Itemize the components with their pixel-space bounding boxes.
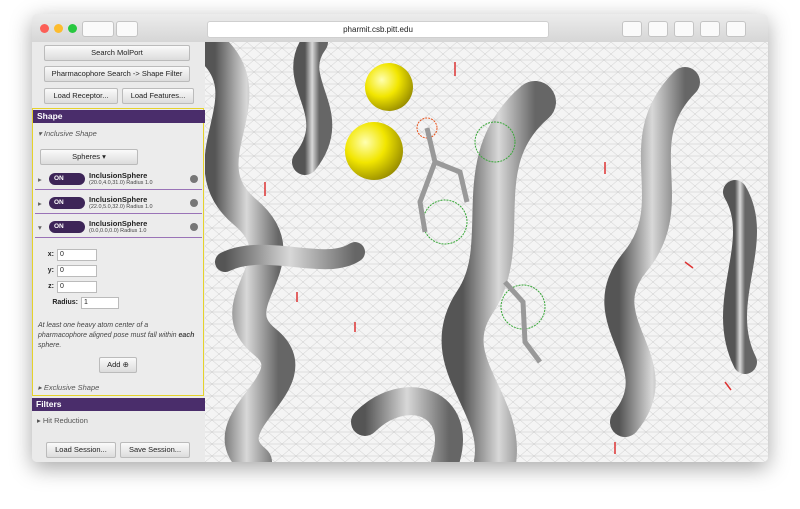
tabs[interactable] bbox=[700, 21, 720, 37]
remove[interactable] bbox=[190, 223, 198, 231]
sphere-name: InclusionSphere bbox=[89, 195, 148, 204]
filter-button[interactable]: Pharmacophore Search -> Shape Filter bbox=[44, 66, 190, 82]
ligand bbox=[503, 280, 542, 364]
search-button[interactable]: Search MolPort bbox=[44, 45, 190, 61]
expander[interactable]: ▸ bbox=[38, 199, 42, 208]
remove[interactable] bbox=[190, 199, 198, 207]
note-text: At least one heavy atom center of a phar… bbox=[38, 322, 177, 339]
sphere-row[interactable]: ▸ ON InclusionSphere (20.0,4.0,31.0) Radius… bbox=[35, 169, 202, 190]
sphere-detail: (20.0,4.0,31.0) Radius 1.0 bbox=[89, 180, 153, 186]
shape-header: Shape bbox=[33, 110, 208, 123]
sphere-detail: (0.0,0.0,0.0) Radius 1.0 bbox=[89, 228, 147, 234]
maximize[interactable] bbox=[68, 24, 77, 33]
browser-window: pharmit.csb.pitt.edu Search MolPort Phar… bbox=[32, 14, 768, 462]
exclusive-label: Exclusive Shape bbox=[43, 383, 100, 392]
inclusive-label: Inclusive Shape bbox=[43, 129, 97, 138]
load-features[interactable]: Load Features... bbox=[122, 88, 194, 104]
load-receptor[interactable]: Load Receptor... bbox=[44, 88, 118, 104]
hit-reduction-label: Hit Reduction bbox=[42, 416, 88, 425]
field-input[interactable]: 0 bbox=[57, 265, 97, 277]
url-bar[interactable]: pharmit.csb.pitt.edu bbox=[207, 21, 549, 38]
sidebar-toggle[interactable] bbox=[116, 21, 138, 37]
field-input[interactable]: 0 bbox=[57, 281, 97, 293]
sphere-name: InclusionSphere bbox=[89, 219, 148, 228]
sidebar: Search MolPort Pharmacophore Search -> S… bbox=[32, 42, 208, 462]
toolbar: pharmit.csb.pitt.edu bbox=[32, 14, 768, 43]
inclusive-shape[interactable]: ▾ Inclusive Shape bbox=[38, 129, 97, 138]
load-session[interactable]: Load Session... bbox=[46, 442, 116, 458]
add-text: Add bbox=[107, 360, 121, 369]
note: At least one heavy atom center of a phar… bbox=[38, 321, 196, 351]
add-button[interactable]: Add ⊕ bbox=[99, 357, 137, 373]
note-end: sphere. bbox=[38, 342, 62, 349]
expander[interactable]: ▾ bbox=[38, 223, 42, 232]
ligand bbox=[417, 127, 470, 233]
select-text: Spheres bbox=[72, 152, 101, 161]
field-label: x: bbox=[47, 251, 54, 258]
field-input[interactable]: 1 bbox=[81, 297, 119, 309]
downloads[interactable] bbox=[726, 21, 746, 37]
molecule-viewer[interactable] bbox=[205, 42, 768, 462]
sphere-detail: (22.0,5.0,32.0) Radius 1.0 bbox=[89, 204, 153, 210]
sphere bbox=[345, 122, 403, 180]
hit-reduction[interactable]: ▸ Hit Reduction bbox=[37, 416, 88, 425]
toggle[interactable]: ON bbox=[49, 197, 85, 209]
close[interactable] bbox=[40, 24, 49, 33]
note-bold: each bbox=[178, 332, 195, 339]
toggle[interactable]: ON bbox=[49, 173, 85, 185]
ribbons bbox=[205, 42, 757, 462]
filters-header: Filters bbox=[32, 398, 207, 411]
field-label: Radius: bbox=[52, 299, 78, 306]
toolbar-button[interactable] bbox=[622, 21, 642, 37]
sphere-row[interactable]: ▸ ON InclusionSphere (22.0,5.0,32.0) Radius… bbox=[35, 193, 202, 214]
save-session[interactable]: Save Session... bbox=[120, 442, 190, 458]
sphere-row[interactable]: ▾ ON InclusionSphere (0.0,0.0,0.0) Radius 1… bbox=[35, 217, 202, 238]
toolbar-button[interactable] bbox=[648, 21, 668, 37]
nav-buttons[interactable] bbox=[82, 21, 114, 37]
shape-select[interactable]: Spheres ▾ bbox=[40, 149, 138, 165]
shape-panel: Shape ▾ Inclusive Shape Spheres ▾ ▸ ON Inc… bbox=[32, 108, 208, 396]
sphere bbox=[365, 63, 413, 111]
minimize[interactable] bbox=[54, 24, 63, 33]
field-label: z: bbox=[48, 283, 54, 290]
field-input[interactable]: 0 bbox=[57, 249, 97, 261]
field-label: y: bbox=[47, 267, 54, 274]
share[interactable] bbox=[674, 21, 694, 37]
exclusive-shape[interactable]: ▸ Exclusive Shape bbox=[38, 383, 100, 392]
expander[interactable]: ▸ bbox=[38, 175, 42, 184]
atoms bbox=[264, 62, 732, 454]
toggle[interactable]: ON bbox=[49, 221, 85, 233]
remove[interactable] bbox=[190, 175, 198, 183]
sphere-name: InclusionSphere bbox=[89, 171, 148, 180]
